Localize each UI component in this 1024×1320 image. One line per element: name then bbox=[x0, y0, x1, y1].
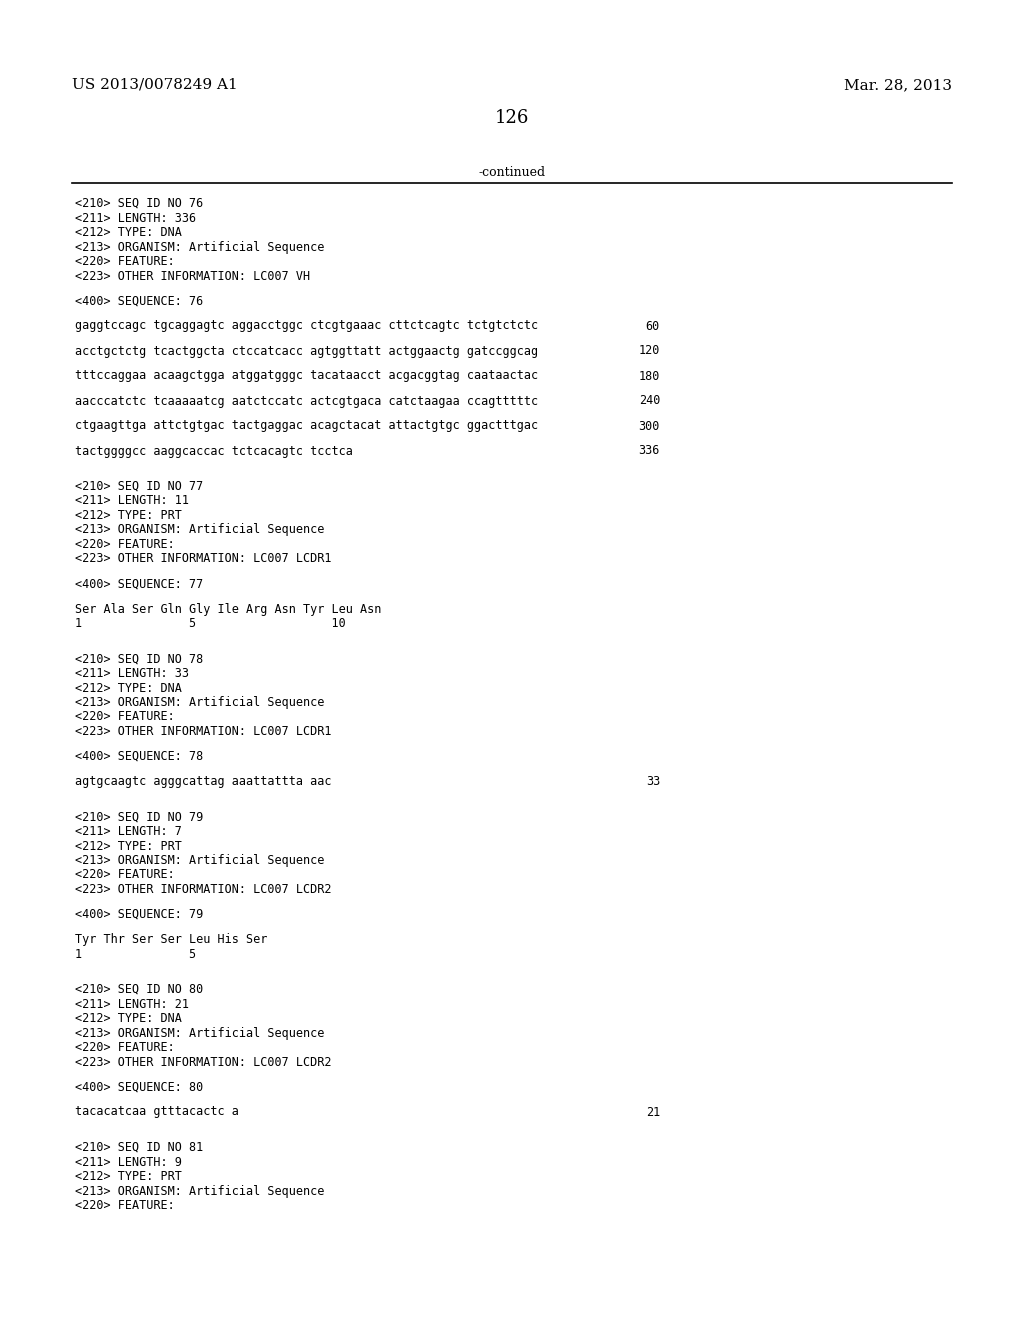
Text: <220> FEATURE:: <220> FEATURE: bbox=[75, 1041, 175, 1053]
Text: <220> FEATURE:: <220> FEATURE: bbox=[75, 539, 175, 550]
Text: aacccatctc tcaaaaatcg aatctccatc actcgtgaca catctaagaa ccagtttttc: aacccatctc tcaaaaatcg aatctccatc actcgtg… bbox=[75, 395, 539, 408]
Text: <212> TYPE: DNA: <212> TYPE: DNA bbox=[75, 681, 182, 694]
Text: <211> LENGTH: 7: <211> LENGTH: 7 bbox=[75, 825, 182, 838]
Text: <400> SEQUENCE: 80: <400> SEQUENCE: 80 bbox=[75, 1081, 203, 1093]
Text: <223> OTHER INFORMATION: LC007 VH: <223> OTHER INFORMATION: LC007 VH bbox=[75, 269, 310, 282]
Text: <400> SEQUENCE: 77: <400> SEQUENCE: 77 bbox=[75, 578, 203, 590]
Text: <213> ORGANISM: Artificial Sequence: <213> ORGANISM: Artificial Sequence bbox=[75, 1027, 325, 1040]
Text: <220> FEATURE:: <220> FEATURE: bbox=[75, 710, 175, 723]
Text: 60: 60 bbox=[646, 319, 660, 333]
Text: 300: 300 bbox=[639, 420, 660, 433]
Text: <211> LENGTH: 11: <211> LENGTH: 11 bbox=[75, 495, 189, 507]
Text: <212> TYPE: PRT: <212> TYPE: PRT bbox=[75, 840, 182, 853]
Text: <210> SEQ ID NO 81: <210> SEQ ID NO 81 bbox=[75, 1140, 203, 1154]
Text: <210> SEQ ID NO 78: <210> SEQ ID NO 78 bbox=[75, 652, 203, 665]
Text: <400> SEQUENCE: 79: <400> SEQUENCE: 79 bbox=[75, 908, 203, 921]
Text: Mar. 28, 2013: Mar. 28, 2013 bbox=[844, 78, 952, 92]
Text: agtgcaagtc agggcattag aaattattta aac: agtgcaagtc agggcattag aaattattta aac bbox=[75, 775, 332, 788]
Text: 120: 120 bbox=[639, 345, 660, 358]
Text: <213> ORGANISM: Artificial Sequence: <213> ORGANISM: Artificial Sequence bbox=[75, 524, 325, 536]
Text: 1               5: 1 5 bbox=[75, 948, 197, 961]
Text: 240: 240 bbox=[639, 395, 660, 408]
Text: tttccaggaa acaagctgga atggatgggc tacataacct acgacggtag caataactac: tttccaggaa acaagctgga atggatgggc tacataa… bbox=[75, 370, 539, 383]
Text: <223> OTHER INFORMATION: LC007 LCDR2: <223> OTHER INFORMATION: LC007 LCDR2 bbox=[75, 1056, 332, 1068]
Text: <213> ORGANISM: Artificial Sequence: <213> ORGANISM: Artificial Sequence bbox=[75, 696, 325, 709]
Text: acctgctctg tcactggcta ctccatcacc agtggttatt actggaactg gatccggcag: acctgctctg tcactggcta ctccatcacc agtggtt… bbox=[75, 345, 539, 358]
Text: -continued: -continued bbox=[478, 165, 546, 178]
Text: 1               5                   10: 1 5 10 bbox=[75, 616, 346, 630]
Text: <213> ORGANISM: Artificial Sequence: <213> ORGANISM: Artificial Sequence bbox=[75, 1184, 325, 1197]
Text: <220> FEATURE:: <220> FEATURE: bbox=[75, 1199, 175, 1212]
Text: Tyr Thr Ser Ser Leu His Ser: Tyr Thr Ser Ser Leu His Ser bbox=[75, 933, 267, 946]
Text: <223> OTHER INFORMATION: LC007 LCDR2: <223> OTHER INFORMATION: LC007 LCDR2 bbox=[75, 883, 332, 896]
Text: <213> ORGANISM: Artificial Sequence: <213> ORGANISM: Artificial Sequence bbox=[75, 240, 325, 253]
Text: 180: 180 bbox=[639, 370, 660, 383]
Text: <400> SEQUENCE: 78: <400> SEQUENCE: 78 bbox=[75, 750, 203, 763]
Text: <223> OTHER INFORMATION: LC007 LCDR1: <223> OTHER INFORMATION: LC007 LCDR1 bbox=[75, 725, 332, 738]
Text: <211> LENGTH: 21: <211> LENGTH: 21 bbox=[75, 998, 189, 1011]
Text: <210> SEQ ID NO 76: <210> SEQ ID NO 76 bbox=[75, 197, 203, 210]
Text: US 2013/0078249 A1: US 2013/0078249 A1 bbox=[72, 78, 238, 92]
Text: <211> LENGTH: 33: <211> LENGTH: 33 bbox=[75, 667, 189, 680]
Text: tacacatcaa gtttacactc a: tacacatcaa gtttacactc a bbox=[75, 1106, 239, 1118]
Text: 33: 33 bbox=[646, 775, 660, 788]
Text: <211> LENGTH: 336: <211> LENGTH: 336 bbox=[75, 211, 197, 224]
Text: <212> TYPE: DNA: <212> TYPE: DNA bbox=[75, 1012, 182, 1026]
Text: <212> TYPE: PRT: <212> TYPE: PRT bbox=[75, 510, 182, 521]
Text: <223> OTHER INFORMATION: LC007 LCDR1: <223> OTHER INFORMATION: LC007 LCDR1 bbox=[75, 553, 332, 565]
Text: <211> LENGTH: 9: <211> LENGTH: 9 bbox=[75, 1155, 182, 1168]
Text: ctgaagttga attctgtgac tactgaggac acagctacat attactgtgc ggactttgac: ctgaagttga attctgtgac tactgaggac acagcta… bbox=[75, 420, 539, 433]
Text: tactggggcc aaggcaccac tctcacagtc tcctca: tactggggcc aaggcaccac tctcacagtc tcctca bbox=[75, 445, 353, 458]
Text: 21: 21 bbox=[646, 1106, 660, 1118]
Text: <213> ORGANISM: Artificial Sequence: <213> ORGANISM: Artificial Sequence bbox=[75, 854, 325, 867]
Text: <220> FEATURE:: <220> FEATURE: bbox=[75, 255, 175, 268]
Text: Ser Ala Ser Gln Gly Ile Arg Asn Tyr Leu Asn: Ser Ala Ser Gln Gly Ile Arg Asn Tyr Leu … bbox=[75, 602, 381, 615]
Text: <220> FEATURE:: <220> FEATURE: bbox=[75, 869, 175, 882]
Text: <210> SEQ ID NO 77: <210> SEQ ID NO 77 bbox=[75, 480, 203, 492]
Text: <210> SEQ ID NO 80: <210> SEQ ID NO 80 bbox=[75, 983, 203, 997]
Text: 336: 336 bbox=[639, 445, 660, 458]
Text: <212> TYPE: PRT: <212> TYPE: PRT bbox=[75, 1170, 182, 1183]
Text: <210> SEQ ID NO 79: <210> SEQ ID NO 79 bbox=[75, 810, 203, 824]
Text: <212> TYPE: DNA: <212> TYPE: DNA bbox=[75, 226, 182, 239]
Text: <400> SEQUENCE: 76: <400> SEQUENCE: 76 bbox=[75, 294, 203, 308]
Text: 126: 126 bbox=[495, 110, 529, 127]
Text: gaggtccagc tgcaggagtc aggacctggc ctcgtgaaac cttctcagtc tctgtctctc: gaggtccagc tgcaggagtc aggacctggc ctcgtga… bbox=[75, 319, 539, 333]
